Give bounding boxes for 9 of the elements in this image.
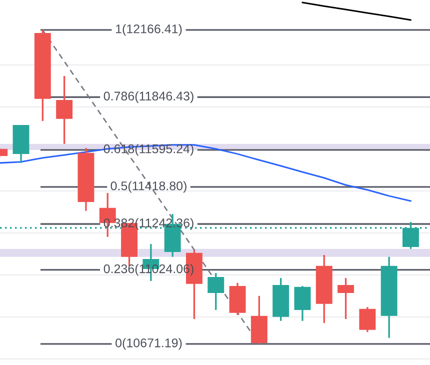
ref-line-label: 0(10671.19) <box>116 338 182 350</box>
ref-line-label: 1(12166.41) <box>116 24 182 36</box>
ref-line-label: 0.786(11846.43) <box>104 91 194 103</box>
candlestick <box>208 272 224 311</box>
candlestick <box>338 277 354 320</box>
ref-line-label: 0.5(11418.80) <box>110 181 186 193</box>
candlestick <box>359 306 376 333</box>
candlestick <box>56 75 73 145</box>
candlestick <box>294 285 311 322</box>
